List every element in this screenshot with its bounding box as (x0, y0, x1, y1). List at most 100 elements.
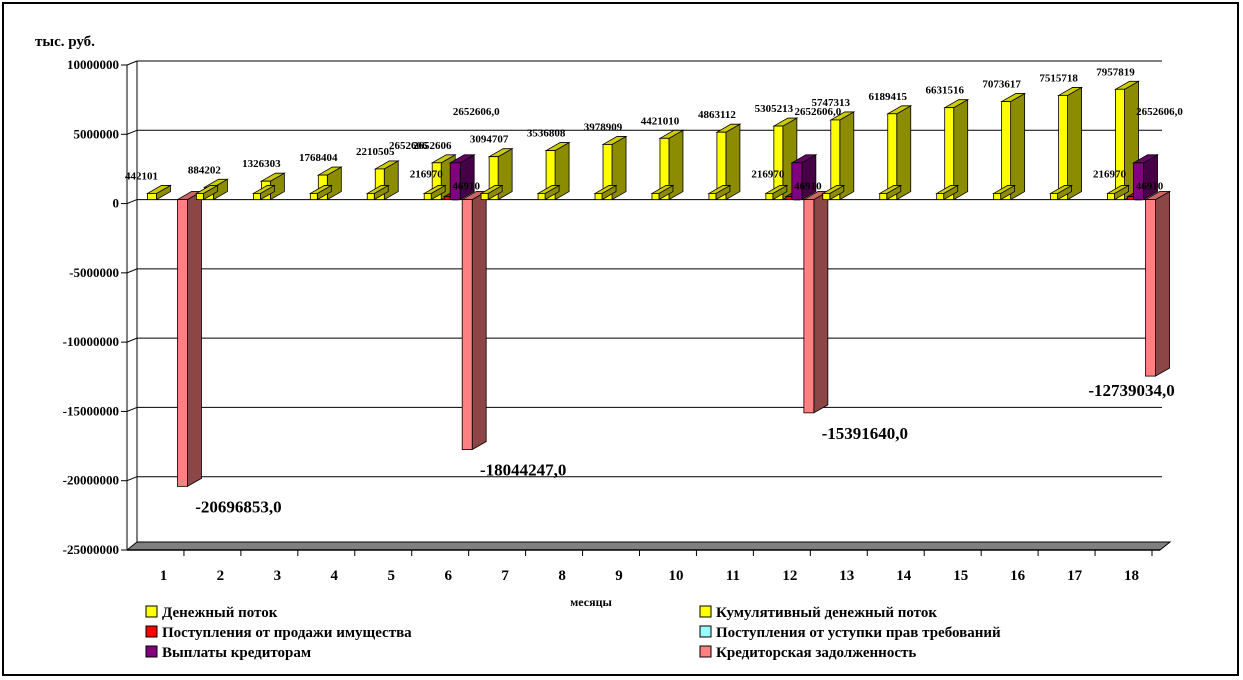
gridline-depth (126, 129, 138, 135)
data-label-cumulative: 4863112 (698, 109, 736, 121)
data-label-claims: 46910 (1136, 181, 1164, 193)
data-label-cumulative: 4421010 (641, 115, 680, 127)
bar-cumulative-front (147, 193, 157, 200)
data-label-cumulative: 1326303 (242, 158, 281, 170)
bar-cumulative-front (545, 150, 556, 200)
legend: Денежный поток Кумулятивный денежный пото… (145, 605, 1001, 661)
bar-cumulative (715, 123, 742, 201)
data-label-property-sales: 216970 (410, 169, 444, 181)
bar-creditor-payments (448, 154, 476, 201)
data-label-claims: 46910 (452, 181, 480, 193)
bar-cash-flow-front (651, 193, 660, 200)
bar-creditor-payments (1132, 154, 1160, 201)
bar-cumulative-front (1001, 101, 1012, 200)
bar-cash-flow-front (252, 193, 261, 200)
x-tick-label: 15 (953, 568, 968, 584)
x-tick-label: 16 (1010, 568, 1026, 584)
gridline-depth (126, 199, 138, 205)
bar-cumulative (601, 135, 628, 201)
x-tick-label: 3 (274, 568, 282, 584)
gridline-depth (126, 60, 138, 66)
bar-cumulative (943, 98, 970, 201)
data-label-property-sales: 216970 (751, 169, 785, 181)
data-label-creditor-payments: 2652606,0 (1136, 106, 1183, 118)
data-label-cumulative: 2210505 (356, 146, 395, 158)
bar-accounts-payable-front (803, 199, 815, 414)
bar-property-sales-front (785, 196, 793, 200)
bars (145, 80, 1172, 488)
data-label-creditor-payments: 2652606,0 (453, 106, 500, 118)
bar-cumulative-front (944, 107, 955, 200)
x-tick-label: 5 (388, 568, 396, 584)
bar-cumulative (1000, 92, 1027, 201)
bar-cash-flow-front (1107, 193, 1115, 200)
bar-cash-flow (707, 184, 732, 201)
legend-swatch (699, 625, 712, 638)
x-tick-label: 13 (839, 568, 854, 584)
legend-swatch (145, 645, 158, 658)
legend-swatch (699, 645, 712, 658)
bar-cumulative-side (953, 98, 969, 201)
bar-cumulative (658, 129, 685, 201)
bar-cash-flow-front (1050, 193, 1058, 200)
bar-cumulative-front (887, 113, 898, 200)
legend-label: Кумулятивный денежный поток (716, 605, 937, 621)
bar-creditor-payments-front (1133, 162, 1144, 200)
data-label-cumulative: 7957819 (1096, 66, 1135, 78)
x-axis-title: месяцы (570, 595, 612, 609)
data-label-cumulative: 2652606 (413, 140, 452, 152)
bar-cumulative-front (1058, 95, 1068, 200)
legend-label: Поступления от продажи имущества (162, 625, 412, 641)
x-tick-label: 6 (444, 568, 452, 584)
bar-cumulative-side (1067, 86, 1082, 201)
bar-cash-flow-front (708, 193, 717, 200)
bar-cash-flow (422, 184, 447, 201)
bar-cash-flow (479, 184, 504, 201)
data-label-cumulative: 5747313 (812, 97, 851, 109)
legend-label: Денежный поток (162, 605, 278, 621)
data-label-accounts-payable: -15391640,0 (822, 424, 908, 443)
bar-cumulative (886, 105, 913, 201)
data-label-claims: 46910 (794, 181, 822, 193)
bar-creditor-payments-front (449, 162, 461, 200)
data-label-accounts-payable: -12739034,0 (1088, 381, 1174, 400)
data-label-accounts-payable: -18044247,0 (480, 461, 566, 480)
bar-cumulative-front (1115, 88, 1125, 200)
bar-cash-flow-front (993, 193, 1002, 200)
y-tick-label: -15000000 (63, 403, 119, 418)
bar-property-sales-front (1127, 196, 1134, 200)
x-tick-label: 12 (782, 568, 797, 584)
data-label-extra: 2652606 (389, 140, 428, 152)
bar-accounts-payable-side (471, 190, 487, 451)
legend-swatch (699, 605, 712, 618)
bar-accounts-payable-front (1145, 199, 1156, 377)
x-tick-label: 7 (501, 568, 509, 584)
bar-cash-flow-front (309, 193, 318, 200)
bar-cash-flow (365, 184, 390, 201)
x-tick-label: 1 (160, 568, 168, 584)
x-tick-label: 18 (1124, 568, 1139, 584)
bar-cash-flow-front (366, 193, 375, 200)
bar-cash-flow-front (822, 193, 831, 200)
data-label-creditor-payments: 2652606,0 (794, 106, 841, 118)
bar-cash-flow (308, 184, 333, 201)
data-label-cumulative: 442101 (125, 170, 158, 182)
y-tick-label: 0 (113, 196, 120, 211)
bar-accounts-payable-side (187, 190, 202, 488)
data-label-cumulative: 7515718 (1039, 72, 1078, 84)
bar-accounts-payable (1144, 190, 1172, 377)
x-tick-label: 11 (726, 568, 740, 584)
bar-cash-flow (194, 184, 219, 201)
x-tick-label: 8 (558, 568, 566, 584)
bar-cumulative-front (488, 156, 499, 200)
chart-floor (125, 541, 1172, 551)
x-tick-label: 14 (896, 568, 912, 584)
y-tick-label: -20000000 (63, 473, 119, 488)
bar-cumulative (145, 184, 172, 201)
y-tick-label: -10000000 (63, 334, 119, 349)
bar-cumulative-front (374, 168, 385, 200)
bar-cash-flow-front (196, 193, 204, 200)
bar-cash-flow (536, 184, 561, 201)
legend-swatch (145, 605, 158, 618)
